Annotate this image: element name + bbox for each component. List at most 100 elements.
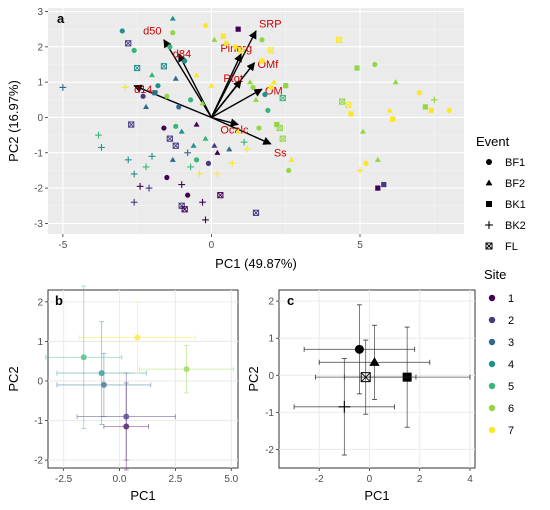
data-point-site7-bk2 — [196, 170, 203, 178]
data-point-site6-bf1 — [286, 167, 292, 174]
panel-b-grid — [48, 290, 238, 468]
loading-label-d50: d50 — [143, 25, 161, 37]
x-tick-label: 2 — [417, 474, 423, 485]
panel-c-label: c — [287, 293, 294, 308]
data-point-site5-bf1 — [188, 97, 194, 103]
panel-b: -2.5 0.0 2.5 5.0 -2 -1 0 1 2 b PC1 PC2 — [6, 285, 239, 503]
data-point-site6-bf1 — [170, 30, 176, 36]
data-point-site5-bk2 — [142, 163, 150, 171]
data-point-site7-fl — [238, 47, 245, 54]
legend-site-dot-icon — [488, 382, 496, 390]
data-point-site7-bf2 — [270, 79, 277, 85]
panel-b-ylabel: PC2 — [6, 366, 21, 391]
legend-site-dot-icon — [488, 294, 496, 302]
site-7-mean — [78, 301, 196, 374]
data-point-site6-bf1 — [250, 84, 256, 91]
x-tick-label: 0.0 — [113, 474, 127, 485]
legend-site-item-4: 4 — [488, 359, 514, 371]
panel-c-points — [293, 304, 471, 456]
loading-arrow-d14 — [133, 84, 212, 119]
data-point-site1-bk2 — [178, 181, 186, 188]
legend-site-item-1: 1 — [488, 293, 514, 305]
legend-site-label: 4 — [508, 359, 514, 371]
loading-arrow-om — [211, 88, 263, 119]
data-point-site7-bf2 — [386, 107, 393, 113]
y-tick-label: -3 — [34, 219, 43, 230]
data-point-site4-fl — [160, 63, 167, 70]
y-tick-label: 3 — [37, 7, 43, 18]
data-point-site7-bf2 — [193, 72, 200, 78]
event-bf2-mean — [318, 324, 431, 400]
data-point-site4-bk2 — [124, 156, 132, 164]
data-point-site1-bk2 — [202, 216, 209, 224]
legend-site-dot-icon — [488, 316, 496, 324]
x-tick-label: 4 — [467, 474, 473, 485]
site-point — [134, 334, 141, 341]
y-tick-label: -2 — [265, 445, 274, 456]
legend-event-label: BF1 — [505, 157, 525, 169]
panel-b-points — [45, 285, 234, 471]
data-point-site6-fl — [276, 124, 283, 132]
y-tick-label: 0 — [37, 113, 43, 124]
x-tick-label: 2.5 — [168, 474, 182, 485]
panel-c-ticks: -2 0 2 4 -2 -1 0 1 2 — [265, 297, 473, 485]
data-point-site5-bf1 — [265, 107, 271, 114]
loading-arrow-ptot — [210, 79, 242, 118]
legend-site-dot-icon — [488, 426, 496, 434]
legend-circle-icon — [486, 159, 492, 165]
loading-label-srp: SRP — [259, 18, 282, 30]
x-tick-label: 5 — [357, 240, 363, 251]
panel-a-ticks: -5 0 5 -3 -2 -1 0 1 2 3 — [34, 7, 363, 251]
legend-site-label: 5 — [508, 381, 514, 393]
event-bf1-mean — [303, 304, 416, 395]
legend-event-item-bf2: BF2 — [485, 178, 525, 190]
legend-site-label: 3 — [508, 337, 514, 349]
legend-event-label: BK1 — [505, 199, 526, 211]
legend-event-item-bf1: BF1 — [486, 157, 525, 169]
data-point-site1-bk2 — [136, 182, 144, 190]
legend-square-icon — [486, 201, 492, 207]
data-point-site7-bk1 — [220, 33, 226, 39]
data-point-site4-bf1 — [119, 28, 125, 34]
data-point-site7-bk2 — [213, 170, 221, 178]
site-point — [80, 354, 87, 361]
y-tick-label: 0 — [37, 376, 43, 387]
data-point-site7-bk2 — [356, 167, 364, 174]
panel-c-ylabel: PC2 — [246, 366, 261, 391]
panel-b-label: b — [55, 293, 63, 308]
data-point-site2-bk2 — [130, 198, 138, 206]
data-point-site7-bf2 — [208, 82, 215, 88]
data-point-site2-bk1 — [381, 181, 387, 188]
loading-arrow-ocalc — [211, 116, 239, 127]
data-point-site4-bf1 — [182, 58, 188, 64]
data-point-site1-bf1 — [185, 192, 191, 198]
legend-event: Event BF1 BF2 BK1 BK2 FL — [476, 134, 526, 253]
data-point-site2-bf1 — [140, 93, 146, 99]
y-tick-label: 2 — [37, 42, 43, 53]
event-bk2-mean — [293, 358, 395, 456]
y-tick-label: 1 — [268, 334, 274, 345]
panel-a-xlabel: PC1 (49.87%) — [215, 256, 297, 271]
site-point — [183, 366, 190, 373]
data-point-site6-bf2 — [392, 79, 399, 85]
y-tick-label: -2 — [34, 456, 43, 467]
y-tick-label: 0 — [268, 371, 274, 382]
site-point — [123, 413, 130, 420]
legend-site-item-2: 2 — [488, 315, 514, 327]
data-point-site7-bf2 — [235, 128, 242, 134]
legend-event-title: Event — [476, 134, 510, 149]
data-point-site6-bf2 — [359, 128, 366, 134]
legend-site-title: Site — [484, 267, 506, 282]
panel-b-xlabel: PC1 — [130, 488, 155, 503]
data-point-site1-fl — [217, 192, 224, 199]
y-tick-label: -2 — [34, 184, 43, 195]
loading-arrow-pinorg — [210, 53, 242, 118]
event-point — [354, 344, 364, 354]
legend-site-item-3: 3 — [488, 337, 514, 349]
loading-arrow-ss — [211, 116, 272, 145]
data-point-site6-bk1 — [283, 83, 289, 89]
legend-site-item-5: 5 — [488, 381, 514, 393]
site-5-mean — [45, 285, 123, 429]
x-tick-label: 0 — [209, 240, 215, 251]
data-point-site6-bf1 — [372, 61, 378, 68]
